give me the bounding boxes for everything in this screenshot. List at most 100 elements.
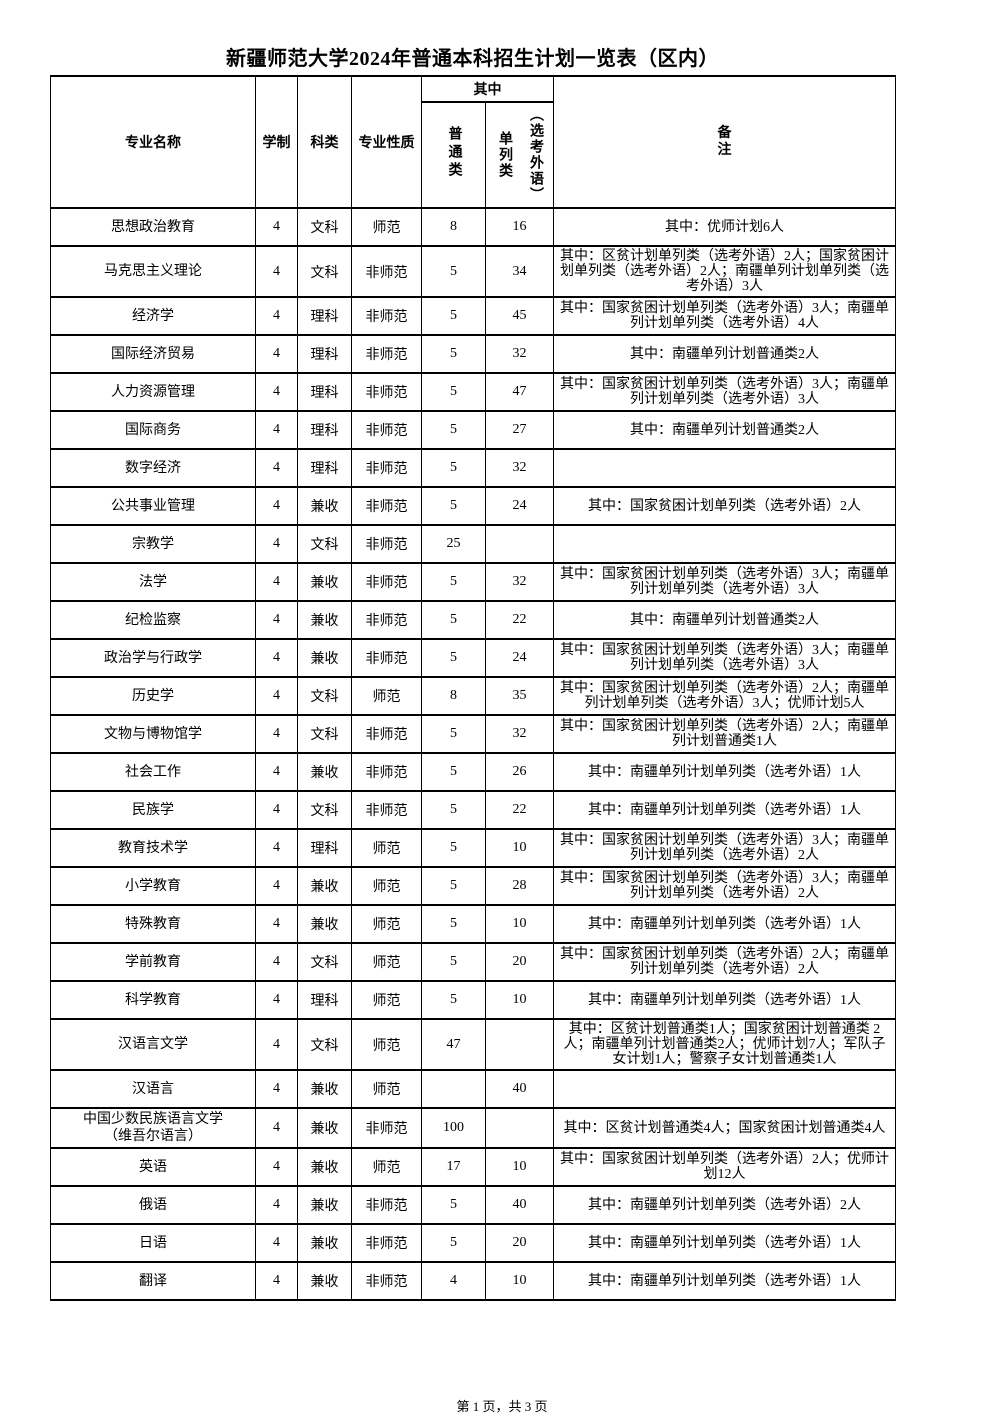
regular-cell: 5 (421, 562, 486, 602)
remark-cell: 其中：南疆单列计划单列类（选考外语）1人 (553, 980, 896, 1020)
major-cell: 公共事业管理 (50, 486, 256, 526)
duration-cell: 4 (255, 1261, 298, 1301)
separate-cell: 40 (485, 1185, 554, 1225)
regular-cell: 5 (421, 600, 486, 640)
separate-cell: 22 (485, 600, 554, 640)
regular-cell: 5 (421, 752, 486, 792)
category-cell: 文科 (297, 714, 352, 754)
separate-cell: 10 (485, 1261, 554, 1301)
major-cell: 政治学与行政学 (50, 638, 256, 678)
column-header-duration: 学制 (255, 75, 298, 209)
regular-cell: 5 (421, 866, 486, 906)
remark-cell: 其中：区贫计划单列类（选考外语）2人；国家贫困计划单列类（选考外语）2人；南疆单… (553, 245, 896, 298)
table-row: 人力资源管理 4 理科 非师范 5 47 其中：国家贫困计划单列类（选考外语）3人；南疆单列… (50, 372, 896, 412)
nature-cell: 非师范 (351, 1107, 422, 1149)
column-header-remark: 备 注 (553, 75, 896, 209)
regular-cell: 47 (421, 1018, 486, 1071)
category-cell: 理科 (297, 296, 352, 336)
category-cell: 文科 (297, 524, 352, 564)
remark-cell: 其中：国家贫困计划单列类（选考外语）2人 (553, 486, 896, 526)
nature-cell: 师范 (351, 942, 422, 982)
separate-cell (485, 1018, 554, 1071)
remark-cell: 其中：区贫计划普通类1人；国家贫困计划普通类 2人；南疆单列计划普通类2人；优师… (553, 1018, 896, 1071)
column-header-major: 专业名称 (50, 75, 256, 209)
category-cell: 文科 (297, 942, 352, 982)
table-body: 思想政治教育 4 文科 师范 8 16 其中：优师计划6人 马克思主义理论 4 文科 非师范 5 34 其… (50, 207, 896, 1301)
nature-cell: 非师范 (351, 1223, 422, 1263)
duration-cell: 4 (255, 1069, 298, 1109)
duration-cell: 4 (255, 245, 298, 298)
table-row: 民族学 4 文科 非师范 5 22 其中：南疆单列计划单列类（选考外语）1人 (50, 790, 896, 830)
separate-cell: 10 (485, 1147, 554, 1187)
remark-cell: 其中：南疆单列计划单列类（选考外语）1人 (553, 904, 896, 944)
separate-cell: 20 (485, 942, 554, 982)
major-cell: 教育技术学 (50, 828, 256, 868)
remark-cell: 其中：南疆单列计划单列类（选考外语）1人 (553, 752, 896, 792)
duration-cell: 4 (255, 714, 298, 754)
major-cell: 经济学 (50, 296, 256, 336)
category-cell: 兼收 (297, 1223, 352, 1263)
category-cell: 兼收 (297, 866, 352, 906)
duration-cell: 4 (255, 372, 298, 412)
remark-cell: 其中：国家贫困计划单列类（选考外语）3人；南疆单列计划单列类（选考外语）2人 (553, 828, 896, 868)
separate-cell: 32 (485, 334, 554, 374)
nature-cell: 非师范 (351, 562, 422, 602)
regular-cell: 100 (421, 1107, 486, 1149)
regular-cell: 5 (421, 638, 486, 678)
nature-cell: 师范 (351, 866, 422, 906)
category-cell: 文科 (297, 676, 352, 716)
regular-cell: 17 (421, 1147, 486, 1187)
major-cell: 民族学 (50, 790, 256, 830)
duration-cell: 4 (255, 1185, 298, 1225)
duration-cell: 4 (255, 207, 298, 247)
header-row-top: 专业名称 学制 科类 专业性质 其中 备 注 (50, 75, 896, 209)
nature-cell: 非师范 (351, 638, 422, 678)
separate-cell (485, 524, 554, 564)
duration-cell: 4 (255, 942, 298, 982)
table-row: 历史学 4 文科 师范 8 35 其中：国家贫困计划单列类（选考外语）2人；南疆单列计划单列… (50, 676, 896, 716)
page-footer: 第 1 页，共 3 页 (456, 1399, 548, 1414)
category-cell: 文科 (297, 790, 352, 830)
separate-cell: 20 (485, 1223, 554, 1263)
major-cell: 数字经济 (50, 448, 256, 488)
nature-cell: 师范 (351, 1018, 422, 1071)
table-row: 中国少数民族语言文学 （维吾尔语言） 4 兼收 非师范 100 其中：区贫计划普通类4人；… (50, 1107, 896, 1149)
column-header-separate: 单列类 （选考外语） (485, 101, 554, 209)
duration-cell: 4 (255, 638, 298, 678)
category-cell: 文科 (297, 207, 352, 247)
nature-cell: 非师范 (351, 448, 422, 488)
remark-cell: 其中：南疆单列计划普通类2人 (553, 600, 896, 640)
category-cell: 兼收 (297, 486, 352, 526)
separate-cell: 28 (485, 866, 554, 906)
major-cell: 国际经济贸易 (50, 334, 256, 374)
duration-cell: 4 (255, 828, 298, 868)
table-row: 社会工作 4 兼收 非师范 5 26 其中：南疆单列计划单列类（选考外语）1人 (50, 752, 896, 792)
major-cell: 马克思主义理论 (50, 245, 256, 298)
remark-cell (553, 524, 896, 564)
column-header-nature: 专业性质 (351, 75, 422, 209)
separate-cell: 16 (485, 207, 554, 247)
duration-cell: 4 (255, 334, 298, 374)
nature-cell: 非师范 (351, 334, 422, 374)
duration-cell: 4 (255, 600, 298, 640)
table-row: 日语 4 兼收 非师范 5 20 其中：南疆单列计划单列类（选考外语）1人 (50, 1223, 896, 1263)
remark-cell (553, 1069, 896, 1109)
regular-cell: 5 (421, 828, 486, 868)
remark-cell: 其中：南疆单列计划单列类（选考外语）2人 (553, 1185, 896, 1225)
remark-cell (553, 448, 896, 488)
nature-cell: 非师范 (351, 1261, 422, 1301)
duration-cell: 4 (255, 1223, 298, 1263)
separate-cell: 47 (485, 372, 554, 412)
regular-cell (421, 1069, 486, 1109)
nature-cell: 师范 (351, 980, 422, 1020)
duration-cell: 4 (255, 410, 298, 450)
regular-cell: 5 (421, 245, 486, 298)
major-cell: 国际商务 (50, 410, 256, 450)
separate-cell: 34 (485, 245, 554, 298)
remark-cell: 其中：国家贫困计划单列类（选考外语）3人；南疆单列计划单列类（选考外语）3人 (553, 638, 896, 678)
regular-cell: 5 (421, 904, 486, 944)
regular-cell: 5 (421, 486, 486, 526)
category-cell: 兼收 (297, 1185, 352, 1225)
category-cell: 兼收 (297, 1261, 352, 1301)
regular-cell: 5 (421, 714, 486, 754)
